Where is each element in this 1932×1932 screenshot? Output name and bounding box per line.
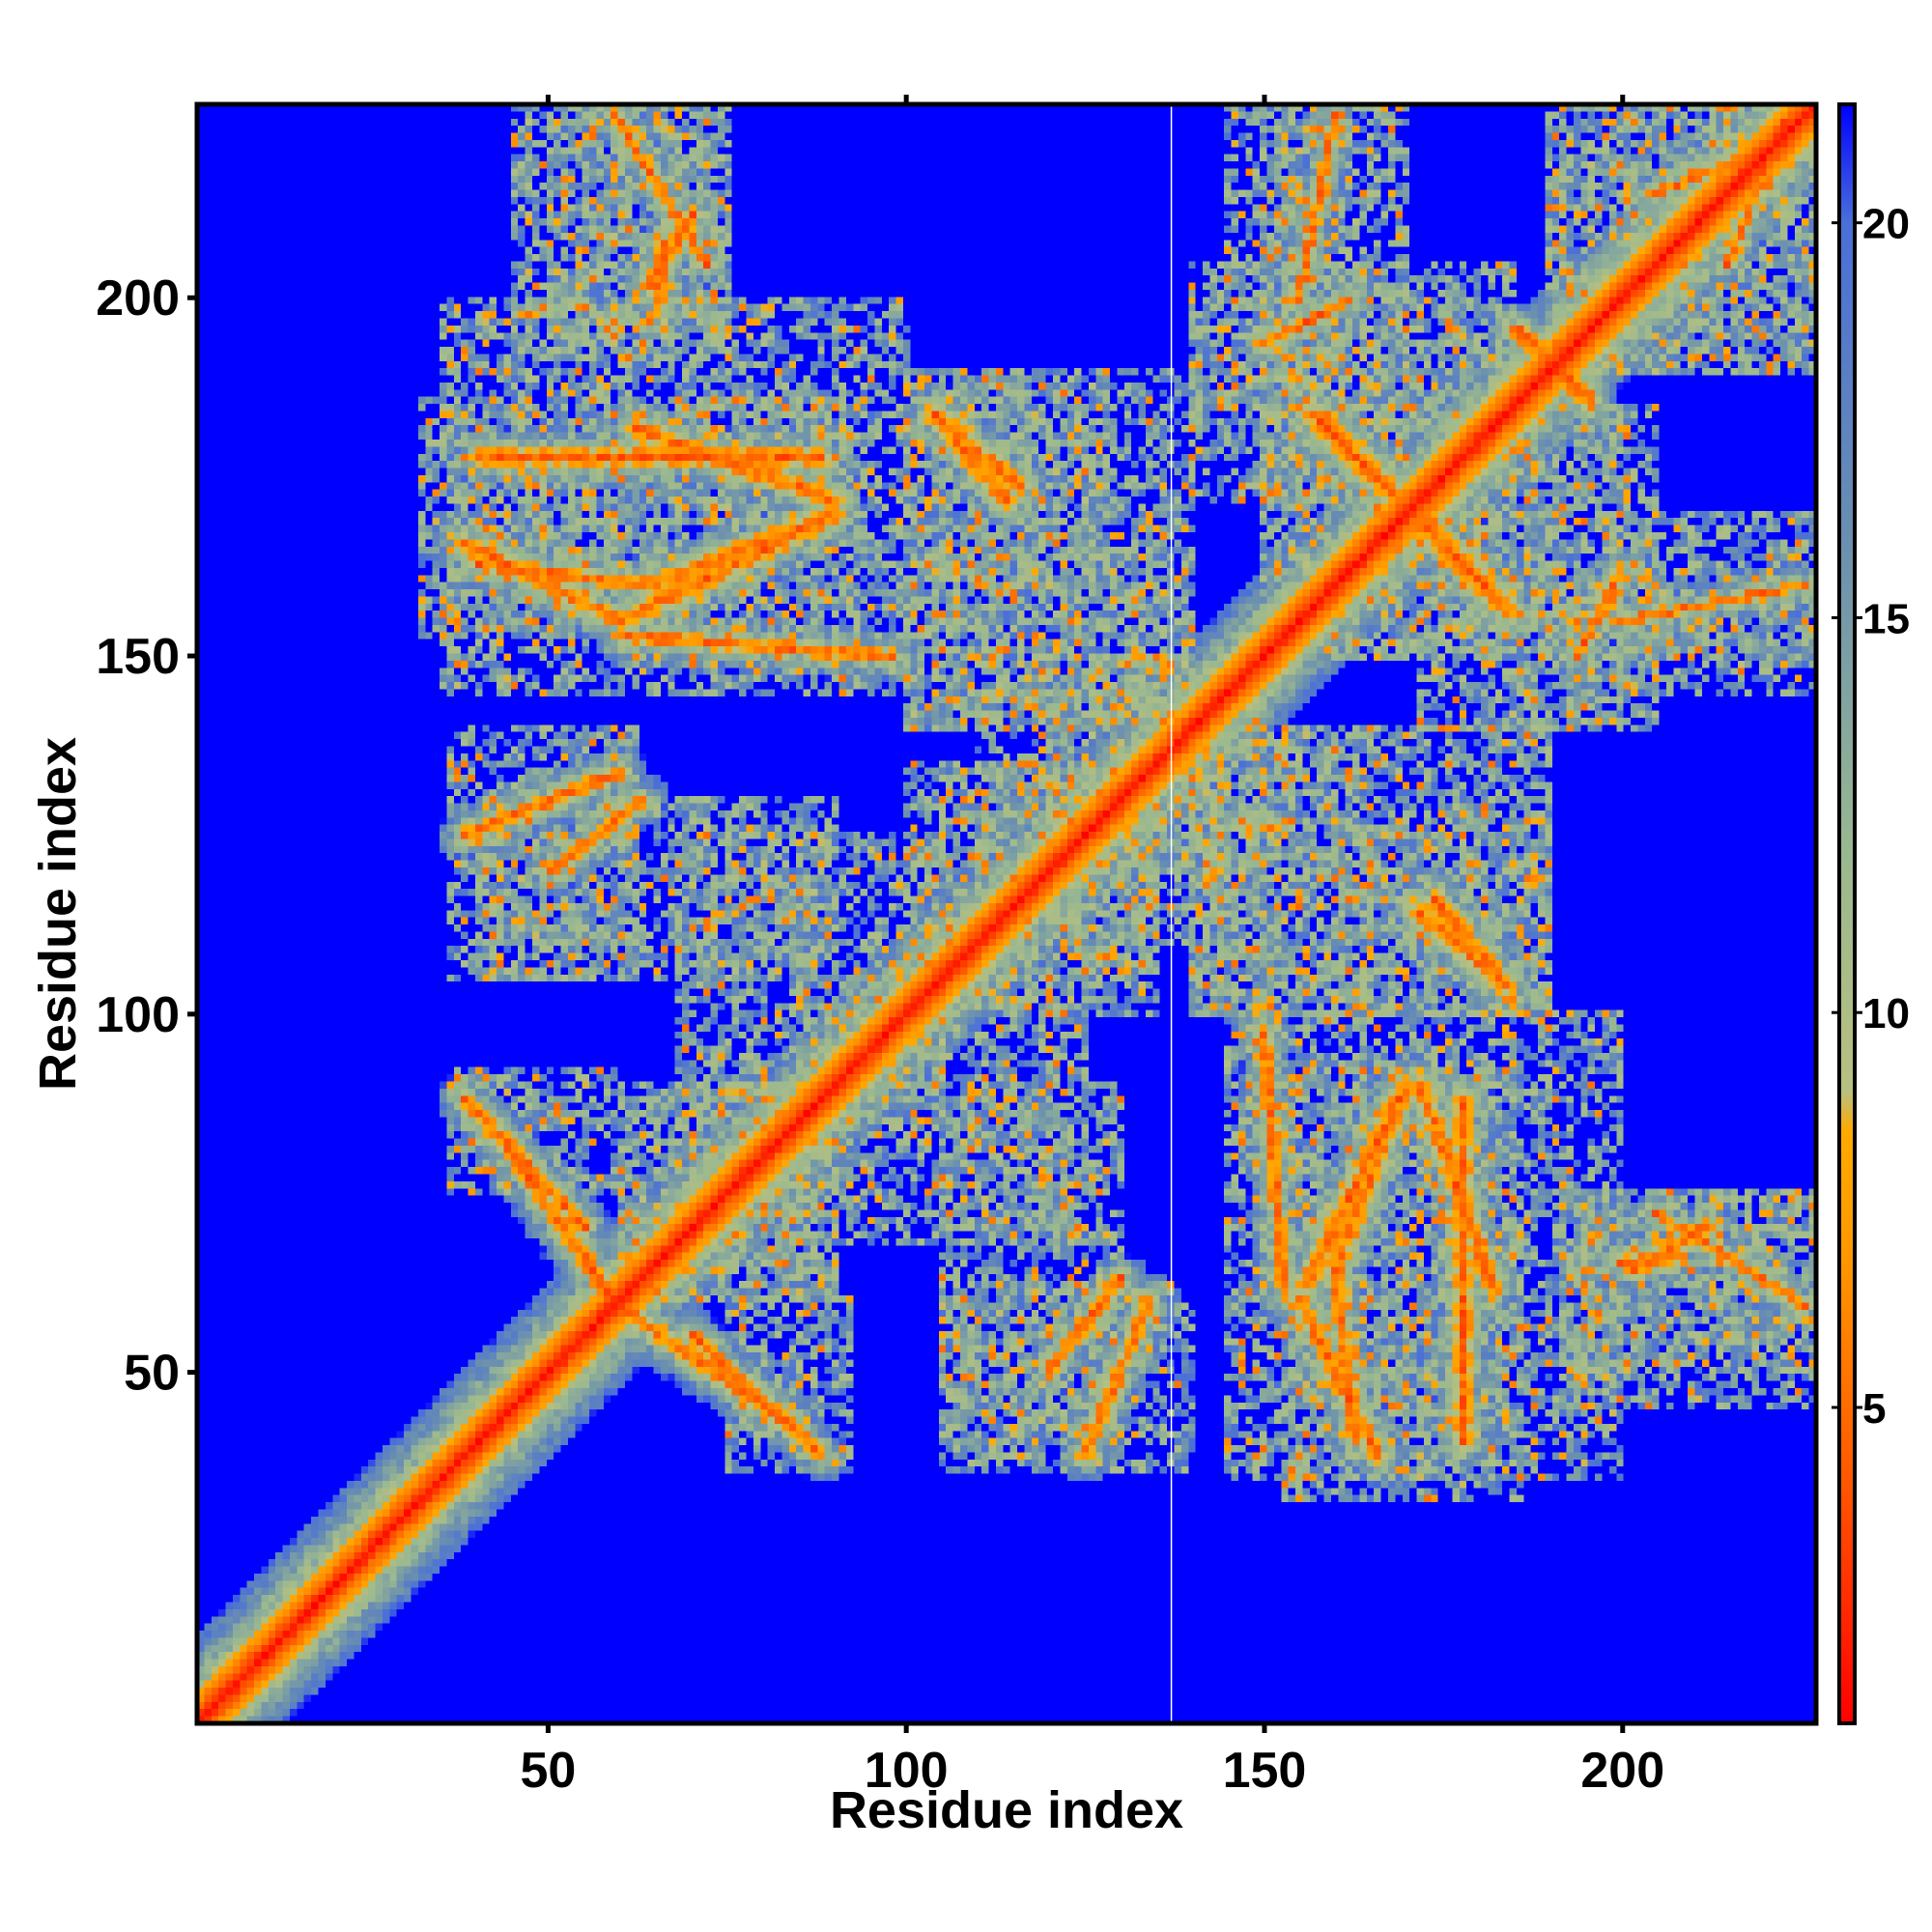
- plot-frame: [194, 101, 1819, 1726]
- y-tick-label: 50: [124, 1346, 180, 1402]
- x-axis: 50 100 150 200: [520, 95, 1664, 1799]
- x-tick-label: 150: [1223, 1743, 1307, 1799]
- y-axis: 50 100 150 200: [96, 270, 197, 1402]
- colorbar-tick-label: 20: [1862, 201, 1910, 248]
- y-tick-label: 150: [96, 629, 180, 685]
- heatmap-canvas-holder: [197, 104, 1816, 1723]
- colorbar-ticks: 5 10 15 20: [1832, 201, 1910, 1433]
- x-tick-label: 100: [865, 1743, 949, 1799]
- x-tick-label: 200: [1580, 1743, 1664, 1799]
- colorbar-tick-label: 5: [1862, 1385, 1886, 1433]
- colorbar: [1837, 102, 1857, 1725]
- heatmap-canvas: [197, 104, 1816, 1723]
- colorbar-tick-label: 10: [1862, 990, 1910, 1037]
- y-axis-title: Residue index: [29, 737, 87, 1091]
- x-axis-title: Residue index: [830, 1781, 1183, 1839]
- x-tick-label: 50: [520, 1743, 576, 1799]
- y-tick-label: 200: [96, 270, 180, 327]
- y-tick-label: 100: [96, 987, 180, 1043]
- colorbar-tick-label: 15: [1862, 595, 1910, 642]
